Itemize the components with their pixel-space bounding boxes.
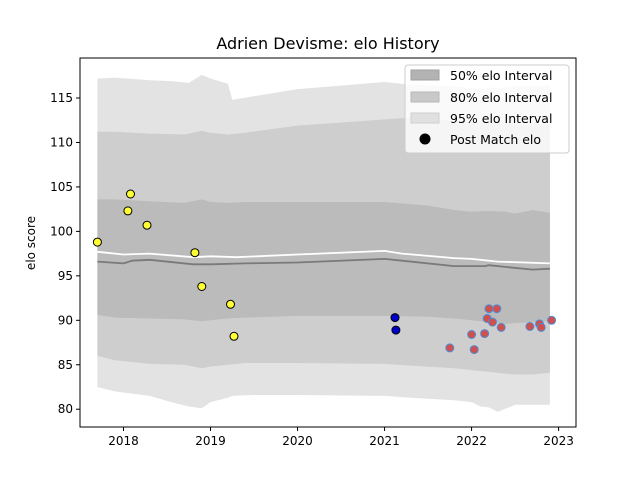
y-tick-label-110: 110 — [50, 135, 73, 149]
post-match-point-2-0 — [445, 343, 455, 353]
post-match-point-2-12 — [547, 315, 557, 325]
post-match-point-0-0 — [92, 237, 102, 247]
chart-title: Adrien Devisme: elo History — [216, 34, 439, 53]
legend-label-50: 50% elo Interval — [450, 68, 552, 83]
y-tick-label-115: 115 — [50, 91, 73, 105]
post-match-point-2-6 — [488, 317, 497, 327]
post-match-point-2-2 — [469, 345, 479, 355]
legend-label-80: 80% elo Interval — [450, 90, 552, 105]
x-tick-label-2020: 2020 — [282, 434, 313, 448]
legend: 50% elo Interval 80% elo Interval 95% el… — [404, 64, 570, 154]
legend-swatch-95 — [410, 112, 440, 124]
y-tick-label-95: 95 — [58, 269, 73, 283]
legend-label-95: 95% elo Interval — [450, 111, 552, 126]
x-tick-label-2018: 2018 — [108, 434, 139, 448]
x-tick-label-2021: 2021 — [369, 434, 400, 448]
post-match-point-0-7 — [229, 331, 239, 341]
plot-frame — [79, 57, 577, 428]
x-tick-label-2023: 2023 — [543, 434, 574, 448]
y-tick-label-105: 105 — [50, 180, 73, 194]
post-match-point-1-0 — [390, 313, 400, 323]
elo-mean-line — [97, 257, 550, 271]
x-tick-label-2019: 2019 — [195, 434, 226, 448]
legend-swatch-80 — [410, 91, 440, 103]
elo-estimate-line — [97, 249, 550, 265]
legend-swatch-50 — [410, 69, 440, 81]
legend-marker-post-match — [419, 133, 431, 145]
y-tick-label-100: 100 — [50, 224, 73, 238]
legend-box — [404, 64, 570, 154]
y-tick-label-80: 80 — [58, 402, 73, 416]
post-match-point-2-8 — [496, 322, 506, 332]
post-match-point-0-4 — [190, 248, 200, 258]
post-match-point-2-11 — [536, 322, 546, 332]
plot-area — [92, 74, 557, 412]
post-match-point-0-1 — [123, 206, 133, 216]
x-tick-label-2022: 2022 — [456, 434, 487, 448]
y-tick-label-85: 85 — [58, 358, 73, 372]
y-axis-label: elo score — [24, 216, 38, 270]
x-axis: 2018 2019 2020 2021 2022 2023 — [108, 427, 574, 448]
post-match-point-0-3 — [142, 220, 152, 230]
post-match-point-2-5 — [484, 304, 494, 314]
post-match-point-2-3 — [480, 329, 490, 339]
legend-label-post-match: Post Match elo — [450, 132, 541, 147]
post-match-point-2-9 — [525, 322, 535, 331]
post-match-point-0-5 — [197, 282, 207, 291]
y-tick-label-90: 90 — [58, 313, 73, 327]
post-match-point-2-7 — [492, 304, 502, 314]
post-match-point-0-2 — [126, 189, 135, 199]
post-match-point-0-6 — [226, 299, 235, 309]
post-match-point-2-1 — [467, 330, 477, 339]
y-axis: 80 85 90 95 100 105 110 115 — [50, 91, 80, 416]
post-match-point-1-1 — [391, 325, 401, 335]
